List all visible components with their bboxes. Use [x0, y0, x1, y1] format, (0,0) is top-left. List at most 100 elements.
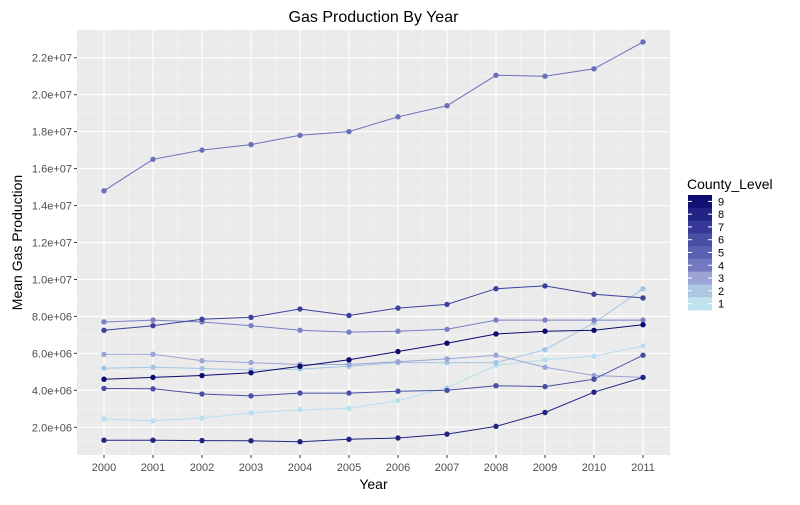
- legend-color-band: [688, 233, 712, 247]
- x-tick-label: 2010: [582, 462, 606, 474]
- data-point: [346, 390, 352, 396]
- data-point: [444, 356, 450, 362]
- data-point: [199, 365, 205, 372]
- series-line: [103, 319, 643, 333]
- legend-color-band: [688, 297, 712, 311]
- data-point: [395, 328, 401, 334]
- data-point: [395, 388, 401, 394]
- legend-label: 5: [718, 248, 724, 260]
- data-point: [101, 327, 107, 333]
- data-point: [640, 295, 646, 301]
- x-tick-label: 2008: [484, 462, 508, 474]
- chart-title: Gas Production By Year: [289, 9, 460, 26]
- legend-title: County_Level: [687, 176, 773, 192]
- legend-color-band: [688, 246, 712, 260]
- data-point: [640, 322, 646, 328]
- data-point: [150, 386, 156, 392]
- data-point: [591, 389, 597, 395]
- data-point: [199, 372, 205, 379]
- series-9: [101, 322, 646, 382]
- data-point: [101, 416, 107, 422]
- data-point: [101, 437, 107, 443]
- data-point: [444, 301, 450, 308]
- data-point: [542, 328, 548, 334]
- data-point: [248, 370, 254, 376]
- legend-label: 4: [718, 260, 724, 272]
- y-axis-title: Mean Gas Production: [9, 175, 25, 310]
- data-point: [493, 352, 499, 358]
- y-tick-label: 6.0e+06: [32, 348, 72, 360]
- legend-label: 8: [718, 209, 724, 221]
- data-point: [493, 285, 499, 292]
- y-tick-label: 2.0e+07: [32, 90, 72, 102]
- data-point: [248, 322, 254, 329]
- data-point: [640, 39, 646, 45]
- legend-label: 1: [718, 299, 724, 311]
- data-point: [444, 359, 450, 366]
- data-point: [493, 72, 499, 78]
- data-point: [640, 285, 646, 292]
- data-point: [150, 317, 156, 323]
- series-8: [101, 374, 646, 445]
- data-point: [493, 317, 499, 323]
- series-line: [103, 345, 644, 422]
- data-point: [591, 291, 597, 297]
- series-line: [103, 354, 644, 397]
- series-4: [101, 317, 646, 335]
- data-point: [640, 317, 646, 323]
- series-layer: [101, 39, 646, 445]
- data-point: [640, 343, 646, 349]
- data-point: [101, 365, 107, 371]
- series-line: [103, 41, 644, 192]
- data-point: [101, 376, 107, 382]
- x-axis: 2000 2001 2002 2003 2004 2005 2006 2007 2008 2009…: [92, 455, 655, 474]
- data-point: [150, 437, 156, 443]
- x-tick-label: 2005: [337, 462, 361, 474]
- data-point: [297, 327, 303, 333]
- data-point: [493, 331, 499, 337]
- data-point: [493, 383, 499, 389]
- data-point: [150, 418, 156, 424]
- data-point: [542, 317, 548, 323]
- data-point: [395, 305, 401, 311]
- data-point: [101, 188, 107, 194]
- x-tick-label: 2009: [533, 462, 557, 474]
- y-tick-label: 2.2e+07: [32, 53, 72, 65]
- data-point: [297, 390, 303, 396]
- data-point: [101, 319, 107, 325]
- x-tick-label: 2003: [239, 462, 263, 474]
- y-tick-label: 1.6e+07: [32, 164, 72, 176]
- legend-label: 6: [718, 235, 724, 247]
- data-point: [542, 383, 548, 390]
- legend-label: 7: [718, 222, 724, 234]
- data-point: [346, 357, 352, 363]
- x-tick-label: 2007: [435, 462, 459, 474]
- major-gridlines: [77, 30, 670, 455]
- legend-label: 3: [718, 273, 724, 285]
- data-point: [297, 438, 303, 445]
- x-tick-label: 2000: [92, 462, 116, 474]
- y-tick-label: 1.8e+07: [32, 127, 72, 139]
- legend-color-band: [688, 220, 712, 234]
- x-tick-label: 2011: [631, 462, 655, 474]
- data-point: [444, 326, 450, 333]
- legend-color-band: [688, 271, 712, 285]
- data-point: [346, 128, 352, 135]
- data-point: [542, 409, 548, 416]
- data-point: [150, 156, 156, 163]
- data-point: [199, 358, 205, 364]
- data-point: [542, 364, 548, 370]
- data-point: [199, 415, 205, 421]
- y-tick-label: 1.4e+07: [32, 201, 72, 213]
- series-line: [103, 288, 644, 371]
- data-point: [591, 66, 597, 72]
- data-point: [591, 317, 597, 323]
- data-point: [640, 374, 646, 381]
- data-point: [297, 363, 303, 370]
- data-point: [199, 316, 205, 322]
- series-line: [103, 324, 644, 380]
- data-point: [248, 359, 254, 366]
